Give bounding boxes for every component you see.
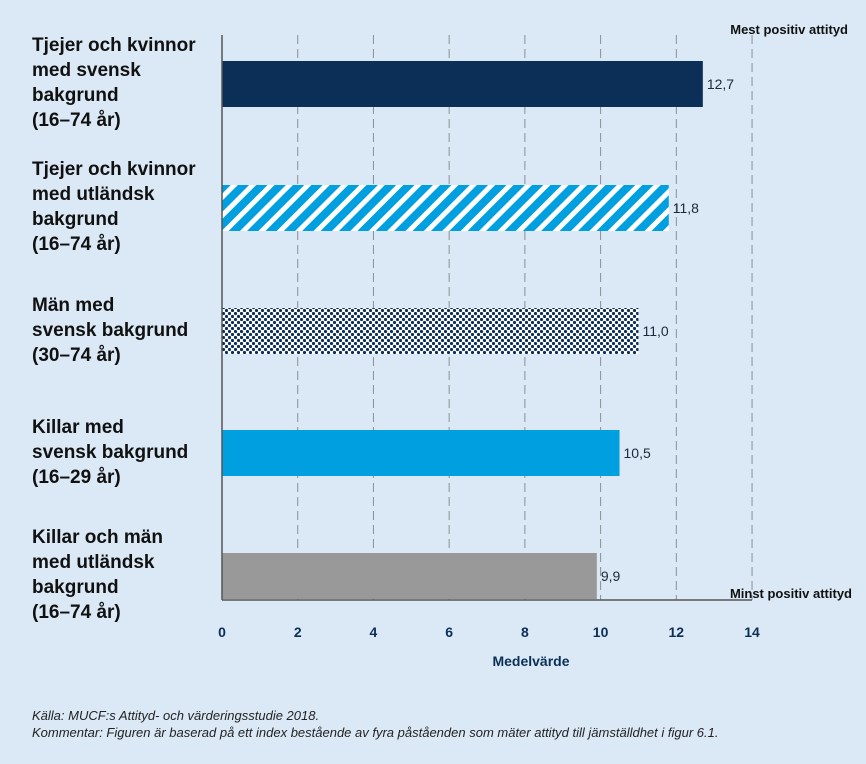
annotation-most-positive: Mest positiv attityd: [730, 22, 848, 37]
x-tick-label-12: 12: [669, 624, 685, 640]
x-tick-label-2: 2: [294, 624, 302, 640]
bar-1: [222, 61, 703, 107]
bar-5: [222, 553, 597, 599]
value-label-3: 11,0: [642, 323, 668, 339]
x-tick-label-8: 8: [521, 624, 529, 640]
bars: 12,7 11,8 11,0 10,5 9,9: [222, 61, 734, 599]
category-label-1: Tjejer och kvinnor med svensk bakgrund (…: [32, 35, 196, 131]
bar-2: [222, 185, 669, 231]
value-label-4: 10,5: [624, 445, 651, 461]
bar-4: [222, 430, 620, 476]
category-label-4: Killar med svensk bakgrund (16–29 år): [32, 416, 189, 488]
x-tick-label-6: 6: [445, 624, 453, 640]
x-axis-title: Medelvärde: [492, 653, 569, 669]
category-label-5: Killar och män med utländsk bakgrund (16…: [32, 527, 163, 623]
value-label-5: 9,9: [601, 568, 621, 584]
x-tick-label-4: 4: [370, 624, 378, 640]
bar-3: [222, 308, 639, 354]
bar-chart: 12,7 11,8 11,0 10,5 9,9 0 2 4 6 8 10 12 14 Medelvärd…: [218, 35, 760, 669]
comment-note: Kommentar: Figuren är baserad på ett ind…: [32, 725, 719, 740]
value-label-1: 12,7: [707, 76, 734, 92]
x-tick-label-14: 14: [744, 624, 760, 640]
x-tick-label-0: 0: [218, 624, 226, 640]
category-label-2: Tjejer och kvinnor med utländsk bakgrund…: [32, 159, 196, 255]
source-note: Källa: MUCF:s Attityd- och värderingsstu…: [32, 708, 320, 723]
annotation-least-positive: Minst positiv attityd: [729, 586, 852, 601]
x-tick-label-10: 10: [593, 624, 609, 640]
category-label-3: Män med svensk bakgrund (30–74 år): [32, 294, 189, 366]
value-label-2: 11,8: [673, 200, 699, 216]
axes: 0 2 4 6 8 10 12 14 Medelvärde: [218, 35, 760, 669]
